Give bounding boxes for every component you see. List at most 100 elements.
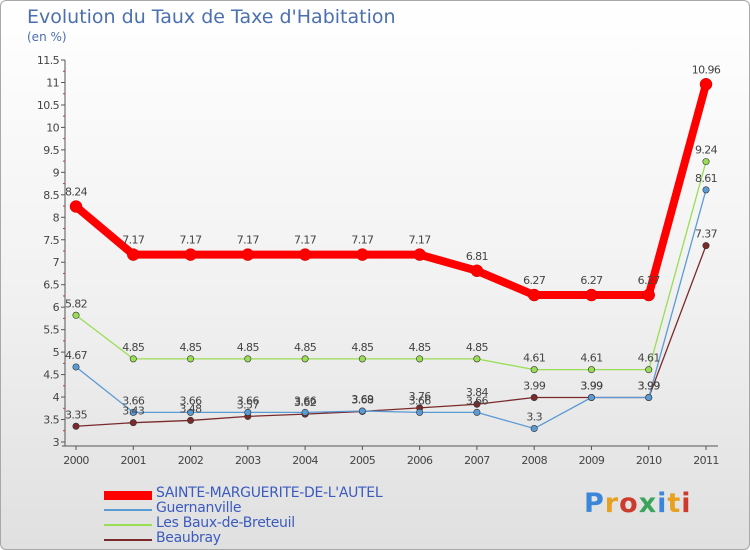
data-point [356,248,369,261]
data-label: 4.61 [580,352,602,365]
data-point [358,355,366,363]
data-label: 3.66 [409,394,432,407]
data-point [527,288,541,302]
data-label: 6.27 [638,274,661,287]
chart-subtitle: (en %) [27,30,67,44]
data-label: 4.85 [351,341,374,354]
data-label: 3.66 [237,394,260,407]
data-label: 7.17 [409,234,432,247]
y-tick-label: 7 [53,256,60,269]
data-point [301,355,309,363]
data-point [530,394,538,402]
data-label: 9.24 [695,144,718,157]
data-point [358,407,366,415]
data-point [244,355,252,363]
data-point [470,264,484,278]
x-tick-label: 2003 [235,454,261,467]
data-point [587,394,595,402]
data-label: 3.69 [351,393,374,406]
y-tick-label: 9 [53,166,60,179]
data-label: 4.61 [523,352,545,365]
data-label: 3.3 [526,411,542,424]
data-label: 3.66 [294,394,317,407]
x-tick-label: 2011 [693,454,719,467]
data-label: 4.85 [122,341,145,354]
data-point [473,408,481,416]
x-tick-label: 2006 [407,454,433,467]
data-point [187,355,195,363]
data-label: 3.99 [580,380,603,393]
series-line-0 [73,83,710,300]
data-label: 4.85 [179,341,202,354]
data-point [702,158,710,166]
data-label: 4.85 [294,341,317,354]
data-label: 4.67 [65,349,88,362]
data-point [129,408,137,416]
proxiti-logo: Proxiti [584,488,692,519]
data-label: 3.66 [122,394,145,407]
data-label: 4.85 [409,341,432,354]
y-tick-label: 5.5 [43,324,59,337]
data-label: 4.85 [237,341,260,354]
data-label: 10.96 [692,63,721,76]
data-point [473,355,481,363]
x-tick-label: 2008 [521,454,547,467]
y-tick-label: 5 [53,346,60,359]
y-tick-label: 6 [53,301,60,314]
data-label: 3.35 [65,408,88,421]
x-tick-label: 2000 [63,454,89,467]
data-point [587,366,595,374]
data-label: 7.37 [695,228,718,241]
y-tick-label: 3.5 [43,414,59,427]
y-tick-label: 8.5 [43,189,59,202]
data-label: 8.61 [695,172,717,185]
y-tick-label: 7.5 [43,234,59,247]
y-tick-label: 10.5 [37,99,60,112]
series-line-2 [75,161,707,371]
data-point [416,408,424,416]
data-point [187,416,195,424]
data-label: 3.99 [580,380,603,393]
legend-swatch [104,524,152,526]
chart-title: Evolution du Taux de Taxe d'Habitation [27,6,396,28]
data-label: 6.27 [580,274,603,287]
data-point [413,248,426,261]
legend-label: SAINTE-MARGUERITE-DE-L'AUTEL [156,485,383,501]
data-label: 5.82 [65,297,87,310]
x-tick-label: 2010 [636,454,662,467]
data-point [241,248,255,261]
data-point [530,425,538,433]
legend-swatch [104,539,152,541]
data-label: 7.17 [294,234,317,247]
data-point [187,408,195,416]
data-label: 3.66 [179,394,202,407]
legend-label: Beaubray [156,530,221,546]
y-tick-label: 3 [53,436,60,449]
data-point [699,78,713,91]
data-label: 7.17 [179,234,202,247]
legend-swatch [104,509,152,511]
y-tick-label: 10 [46,121,59,134]
data-label: 4.85 [466,341,489,354]
data-point [416,355,424,363]
data-label: 3.68 [351,393,374,406]
data-label: 3.48 [179,402,202,415]
data-label: 8.24 [65,186,88,199]
data-point [129,355,137,363]
data-point [129,419,137,427]
y-tick-label: 4 [53,391,60,404]
legend-swatch [104,491,152,500]
y-tick-label: 11 [46,76,59,89]
data-label: 3.99 [638,380,661,393]
data-point [702,186,710,194]
x-tick-label: 2005 [350,454,376,467]
data-point [244,408,252,416]
data-label: 3.62 [294,396,316,409]
data-label: 7.17 [122,234,145,247]
data-point [72,363,80,371]
data-point [127,248,140,261]
x-tick-label: 2007 [464,454,490,467]
data-label: 3.99 [638,380,661,393]
x-tick-label: 2002 [178,454,204,467]
data-point [473,400,481,408]
